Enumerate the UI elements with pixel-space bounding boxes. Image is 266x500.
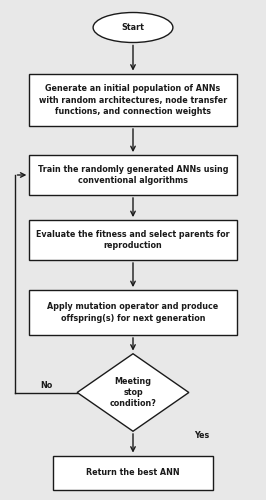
Text: Apply mutation operator and produce
offspring(s) for next generation: Apply mutation operator and produce offs… xyxy=(47,302,219,322)
Text: Return the best ANN: Return the best ANN xyxy=(86,468,180,477)
Text: Generate an initial population of ANNs
with random architectures, node transfer
: Generate an initial population of ANNs w… xyxy=(39,84,227,116)
Text: Evaluate the fitness and select parents for
reproduction: Evaluate the fitness and select parents … xyxy=(36,230,230,250)
Bar xyxy=(53,456,213,490)
Text: No: No xyxy=(40,380,53,390)
Text: Start: Start xyxy=(122,23,144,32)
Bar xyxy=(29,220,237,260)
Bar xyxy=(29,290,237,335)
Text: Meeting
stop
condition?: Meeting stop condition? xyxy=(110,377,156,408)
Bar xyxy=(29,155,237,195)
Ellipse shape xyxy=(93,12,173,42)
Text: Train the randomly generated ANNs using
conventional algorithms: Train the randomly generated ANNs using … xyxy=(38,165,228,185)
Text: Yes: Yes xyxy=(194,432,210,440)
Polygon shape xyxy=(77,354,189,431)
Bar xyxy=(29,74,237,126)
